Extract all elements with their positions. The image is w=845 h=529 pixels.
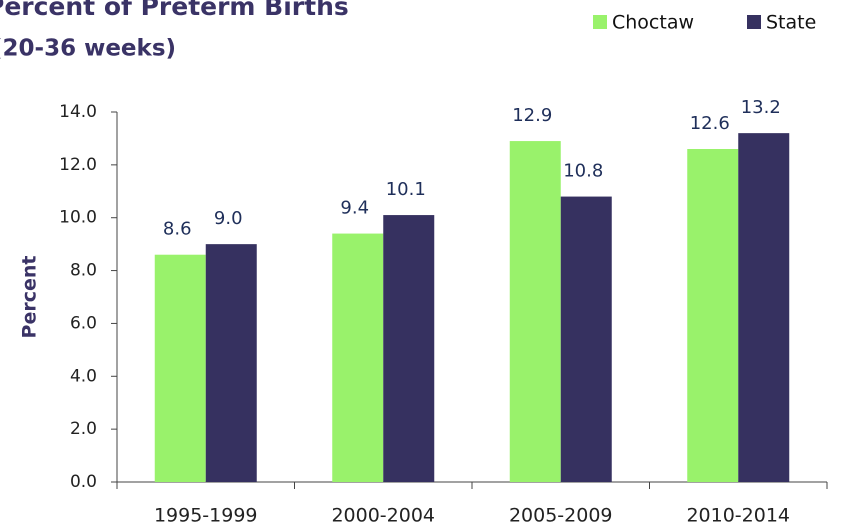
x-tick-label: 2005-2009	[509, 505, 613, 527]
bar	[738, 133, 790, 482]
bar	[154, 254, 206, 482]
y-tick-label: 4.0	[70, 366, 97, 386]
value-label: 13.2	[741, 97, 781, 118]
x-tick-label: 1995-1999	[154, 505, 258, 527]
bar	[687, 149, 739, 482]
value-label: 9.4	[340, 198, 369, 219]
legend-swatch	[747, 15, 761, 29]
bar	[332, 233, 384, 482]
value-label: 12.6	[690, 113, 730, 134]
bar	[560, 196, 612, 483]
y-tick-label: 8.0	[70, 261, 97, 281]
value-label: 9.0	[214, 208, 243, 229]
y-tick-label: 12.0	[59, 155, 97, 175]
y-tick-label: 10.0	[59, 208, 97, 228]
value-label: 10.1	[386, 179, 426, 200]
y-tick-label: 14.0	[59, 102, 97, 122]
x-tick-label: 2000-2004	[331, 505, 435, 527]
legend-label: Choctaw	[612, 12, 694, 34]
bar	[509, 141, 561, 483]
chart-title: Percent of Preterm Births	[0, 0, 349, 21]
y-tick-label: 0.0	[70, 472, 97, 492]
y-tick-label: 2.0	[70, 419, 97, 439]
value-label: 12.9	[512, 105, 552, 126]
legend-label: State	[766, 12, 816, 34]
value-label: 10.8	[563, 161, 603, 182]
y-tick-label: 6.0	[70, 313, 97, 333]
x-tick-label: 2010-2014	[686, 505, 790, 527]
legend-swatch	[593, 15, 607, 29]
value-label: 8.6	[163, 219, 192, 240]
bar	[205, 244, 257, 482]
chart-subtitle: (20-36 weeks)	[0, 36, 176, 62]
bar	[383, 215, 435, 483]
y-axis-label: Percent	[19, 256, 41, 339]
